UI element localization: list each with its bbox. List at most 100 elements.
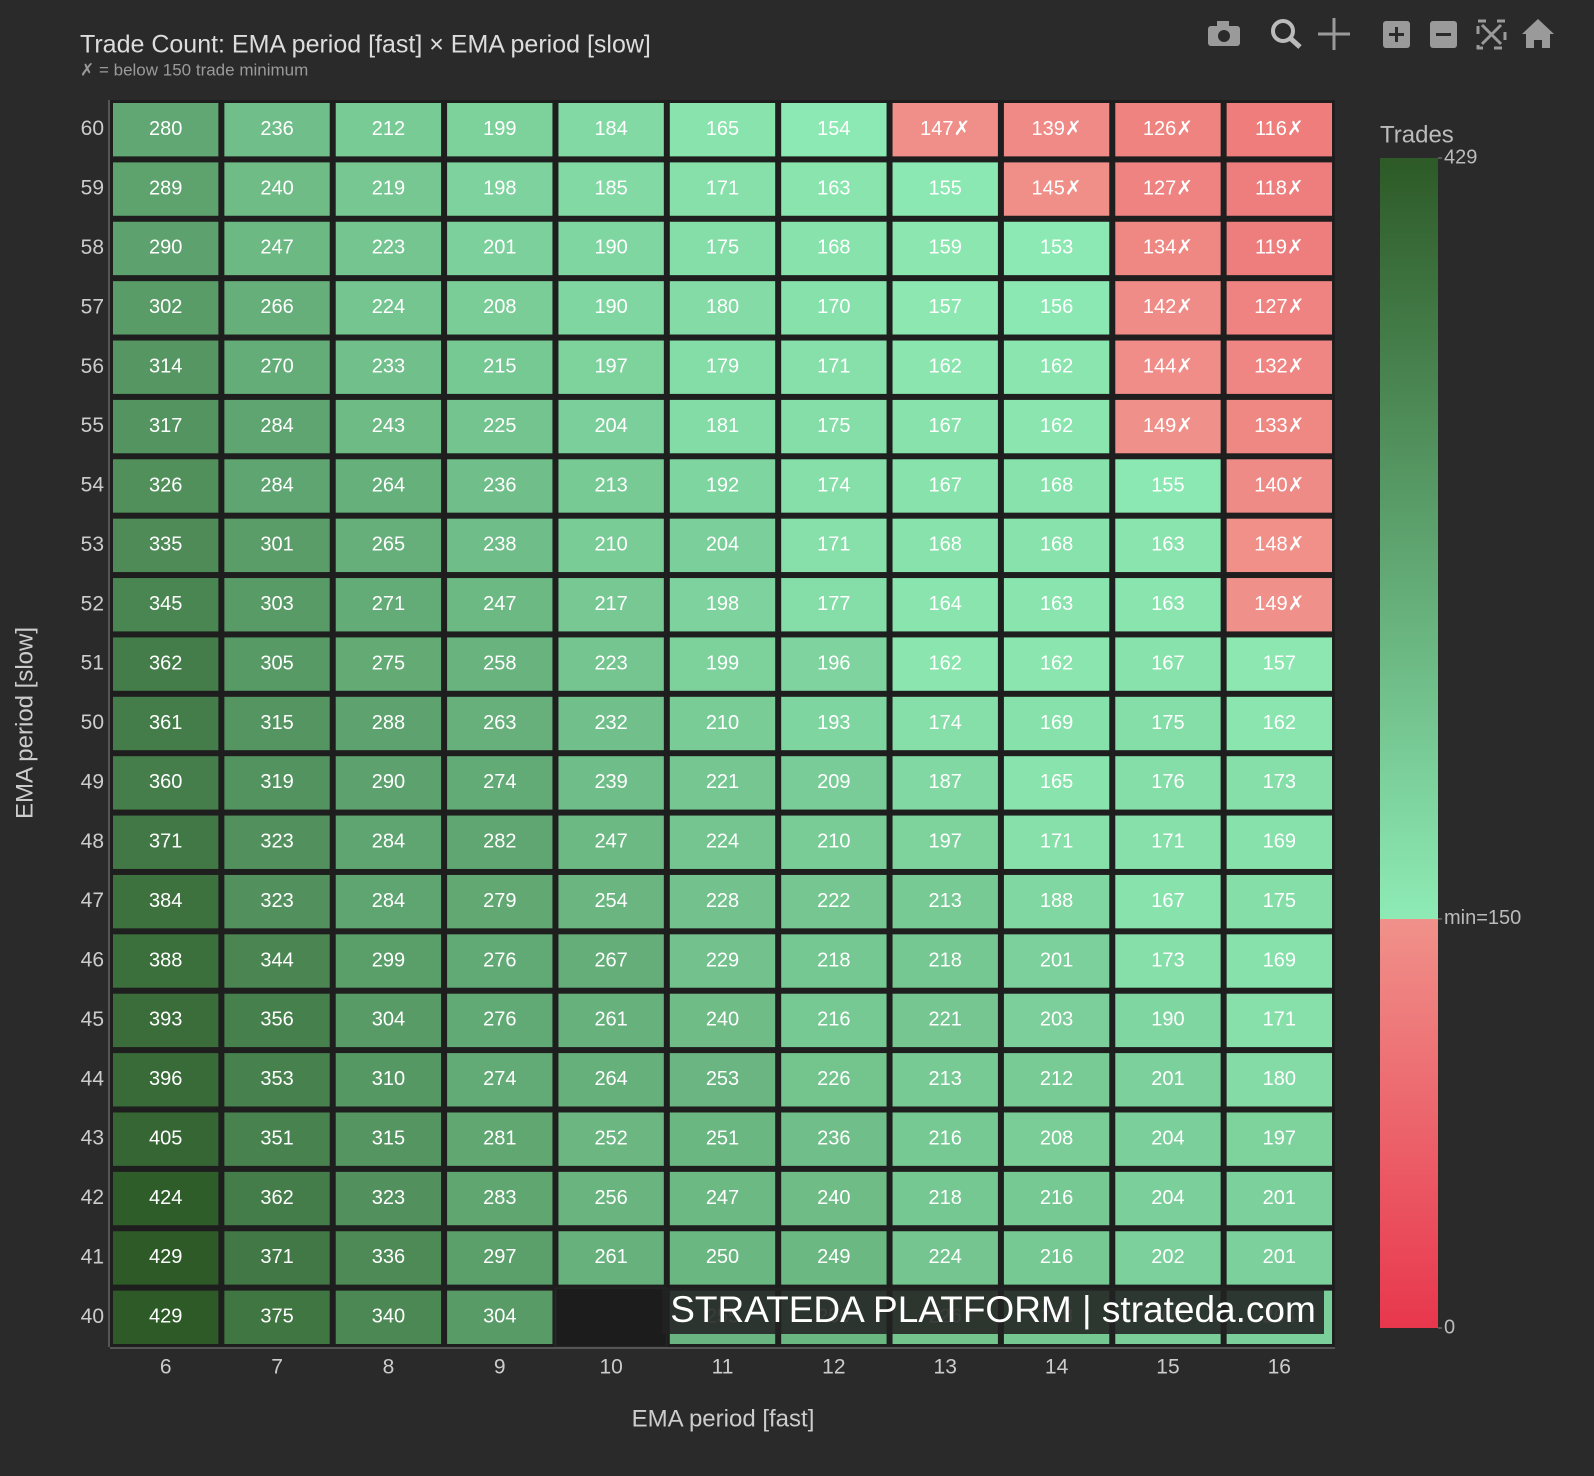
cell-label: 202 <box>1151 1246 1184 1268</box>
cell-label: 429 <box>149 1306 182 1328</box>
heatmap-cell <box>1000 931 1113 991</box>
watermark-background <box>662 1288 1324 1334</box>
cell-label: 335 <box>149 534 182 556</box>
heatmap-cell <box>778 515 890 576</box>
reset-button[interactable] <box>1522 19 1554 48</box>
cell-label: 198 <box>483 177 516 199</box>
cell-label: 175 <box>817 415 850 437</box>
cell-label: 275 <box>372 652 405 674</box>
heatmap-cell <box>1112 278 1224 338</box>
heatmap-cell <box>444 812 556 872</box>
heatmap-cell <box>1000 515 1113 576</box>
heatmap-cell <box>444 1050 556 1110</box>
heatmap-cell <box>666 693 779 754</box>
cell-label: 319 <box>260 771 293 793</box>
heatmap-cell <box>221 456 333 516</box>
camera-button[interactable] <box>1208 21 1240 46</box>
heatmap-cell <box>444 1168 556 1229</box>
cell-label: 163 <box>817 177 850 199</box>
cell-label: 340 <box>372 1306 405 1328</box>
heatmap-cell <box>555 812 667 872</box>
cell-label: 375 <box>260 1306 293 1328</box>
y-tick-label: 58 <box>81 236 104 259</box>
cell-label: 162 <box>1040 415 1073 437</box>
heatmap-cell <box>221 396 333 457</box>
cell-label: 171 <box>1151 831 1184 853</box>
heatmap-cell <box>444 575 556 635</box>
cell-label: 284 <box>372 890 405 912</box>
heatmap-cell <box>332 931 445 991</box>
cell-label: 180 <box>706 296 739 318</box>
cell-label: 250 <box>706 1246 739 1268</box>
heatmap-cell <box>1223 575 1335 635</box>
y-tick-label: 47 <box>81 889 104 912</box>
cell-label: 155 <box>929 177 962 199</box>
cell-label: 290 <box>149 237 182 259</box>
pan-button[interactable] <box>1318 18 1350 50</box>
heatmap-cell <box>666 634 779 694</box>
heatmap-cell <box>1112 396 1224 457</box>
cell-label: 190 <box>594 237 627 259</box>
heatmap-cell <box>332 456 445 516</box>
heatmap-cell <box>555 634 667 694</box>
cell-label: 118✗ <box>1255 177 1304 199</box>
heatmap-cell <box>666 278 779 338</box>
cell-label: 116✗ <box>1255 118 1304 140</box>
heatmap-cell <box>1223 100 1335 160</box>
heatmap-cell <box>666 990 779 1051</box>
cell-label: 213 <box>929 890 962 912</box>
heatmap-cell <box>778 159 890 219</box>
heatmap-cell <box>444 100 556 160</box>
cell-label: 142✗ <box>1143 296 1193 318</box>
cell-label: 204 <box>594 415 627 437</box>
heatmap-cell <box>1112 159 1224 219</box>
cell-label: 139✗ <box>1032 118 1082 140</box>
heatmap-cell <box>778 218 890 279</box>
heatmap-cell <box>778 1228 890 1288</box>
cell-label: 261 <box>594 1246 627 1268</box>
zoom-in-button[interactable] <box>1383 21 1410 48</box>
heatmap-cell <box>889 337 1001 397</box>
cell-label: 270 <box>260 355 293 377</box>
cell-label: 281 <box>483 1127 516 1149</box>
colorbar-tick-label: min=150 <box>1444 907 1521 929</box>
cell-label: 199 <box>483 118 516 140</box>
cell-label: 213 <box>594 474 627 496</box>
cell-label: 323 <box>260 890 293 912</box>
cell-label: 236 <box>483 474 516 496</box>
heatmap-cell <box>110 693 222 754</box>
cell-label: 279 <box>483 890 516 912</box>
cell-label: 224 <box>929 1246 962 1268</box>
heatmap-cell <box>1000 396 1113 457</box>
cell-label: 188 <box>1040 890 1073 912</box>
zoom-out-button[interactable] <box>1430 21 1457 48</box>
heatmap-cell <box>555 575 667 635</box>
cell-label: 204 <box>706 534 739 556</box>
cell-label: 216 <box>1040 1187 1073 1209</box>
cell-label: 213 <box>929 1068 962 1090</box>
heatmap-cell <box>221 990 333 1051</box>
autoscale-button[interactable] <box>1476 19 1507 50</box>
zoom-button[interactable] <box>1271 19 1302 49</box>
heatmap-cell <box>444 159 556 219</box>
heatmap-cell <box>221 871 333 932</box>
x-tick-label: 8 <box>383 1356 395 1379</box>
heatmap-cell <box>555 396 667 457</box>
y-tick-label: 41 <box>81 1245 104 1268</box>
cell-label: 175 <box>1263 890 1296 912</box>
heatmap-cell <box>555 337 667 397</box>
heatmap-cell <box>889 396 1001 457</box>
heatmap-cell <box>110 218 222 279</box>
y-tick-label: 48 <box>81 830 104 853</box>
heatmap-cell <box>444 278 556 338</box>
cell-label: 174 <box>817 474 850 496</box>
watermark: STRATEDA PLATFORM | strateda.com <box>670 1289 1316 1330</box>
heatmap-cell <box>221 337 333 397</box>
cell-label: 212 <box>372 118 405 140</box>
heatmap-cell <box>110 634 222 694</box>
cell-label: 271 <box>372 593 405 615</box>
cell-label: 299 <box>372 949 405 971</box>
cell-label: 177 <box>817 593 850 615</box>
cell-label: 223 <box>372 237 405 259</box>
heatmap-cell <box>555 1109 667 1169</box>
